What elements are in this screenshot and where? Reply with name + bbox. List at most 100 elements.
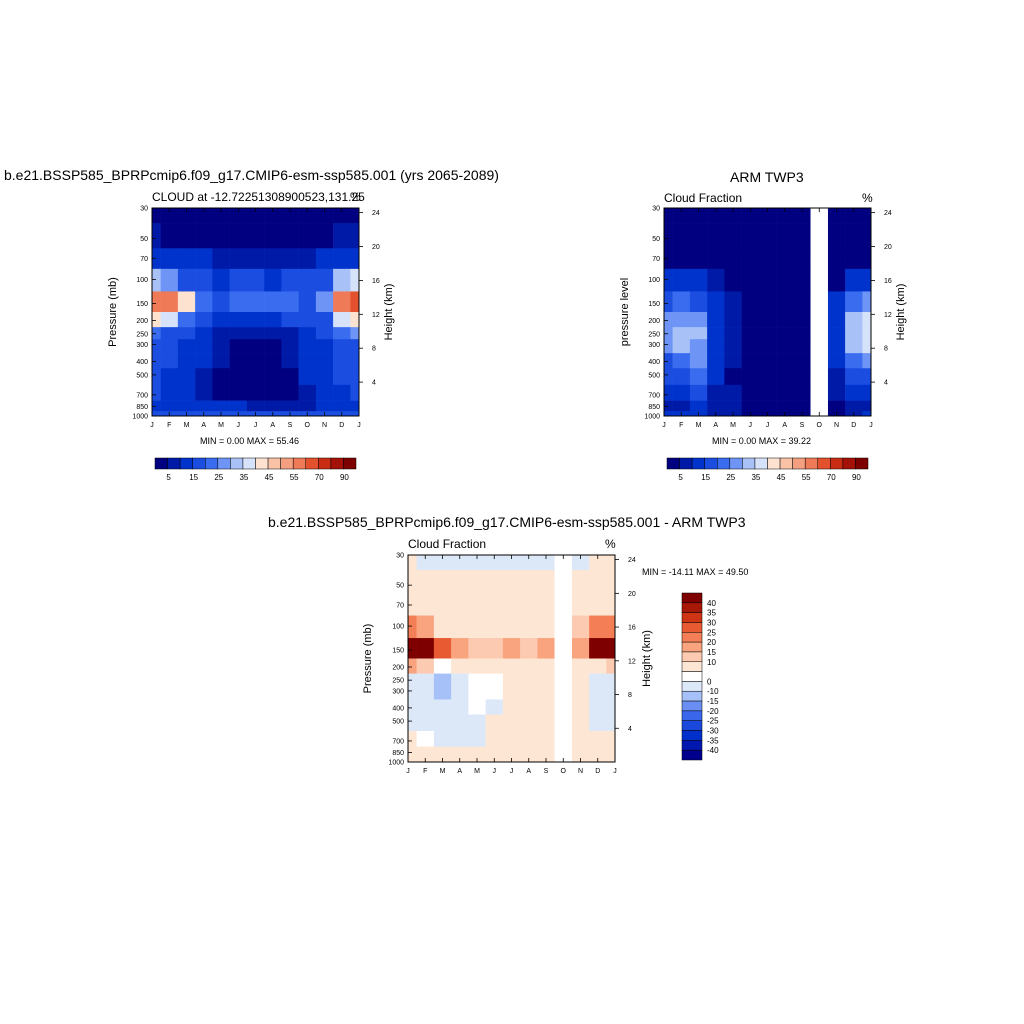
heatmap-cell: [793, 291, 811, 313]
heatmap-cell: [664, 248, 673, 270]
missing-data-band: [554, 555, 572, 762]
x-tick-label: O: [817, 422, 823, 429]
heatmap-cell: [333, 291, 351, 313]
y-tick-label: 250: [392, 678, 404, 685]
heatmap-cell: [281, 248, 299, 270]
heatmap-cell: [758, 291, 777, 313]
heatmap-cell: [776, 400, 794, 412]
heatmap-cell: [520, 699, 538, 715]
heatmap-cell: [212, 268, 230, 292]
colorbar-label: -30: [707, 727, 719, 736]
heatmap-cell: [845, 384, 863, 401]
colorbar-swatch: [691, 457, 705, 470]
heatmap-cell: [350, 291, 360, 313]
heatmap-cell: [520, 746, 538, 758]
heatmap-cell: [468, 555, 486, 571]
heatmap-cell: [724, 339, 742, 354]
heatmap-cell: [177, 384, 196, 401]
colorbar-swatch: [842, 457, 856, 470]
heatmap-cell: [281, 312, 299, 328]
colorbar-swatch: [679, 457, 693, 470]
y-tick-label: 200: [136, 318, 148, 325]
heatmap-cell: [741, 339, 760, 354]
heatmap-cell: [707, 353, 725, 369]
heatmap-cell: [408, 757, 417, 763]
heatmap-cell: [589, 685, 607, 700]
heatmap-cell: [827, 368, 846, 386]
heatmap-cell: [862, 353, 872, 369]
heatmap-cell: [408, 699, 417, 715]
diff-heatmap: [408, 555, 616, 763]
heatmap-cell: [571, 595, 590, 616]
heatmap-cell: [160, 223, 179, 249]
heatmap-cell: [298, 339, 317, 354]
heatmap-cell: [152, 312, 161, 328]
heatmap-cell: [298, 368, 317, 386]
heatmap-cell: [264, 327, 282, 340]
heatmap-cell: [776, 368, 794, 386]
heatmap-cell: [845, 327, 863, 340]
heatmap-cell: [212, 353, 230, 369]
heatmap-cell: [416, 570, 435, 596]
heatmap-cell: [416, 638, 435, 659]
heatmap-cell: [606, 685, 616, 700]
heatmap-cell: [246, 291, 265, 313]
heatmap-cell: [177, 248, 196, 270]
heatmap-cell: [212, 248, 230, 270]
heatmap-cell: [315, 268, 334, 292]
heatmap-cell: [793, 384, 811, 401]
y-tick-label: 30: [140, 206, 148, 213]
heatmap-cell: [229, 327, 248, 340]
colorbar-label: 55: [802, 473, 811, 482]
colorbar-swatch: [681, 602, 703, 613]
y2-axis-label: Height (km): [895, 284, 907, 341]
colorbar-swatch: [681, 651, 703, 663]
colorbar-label: -35: [707, 736, 719, 745]
x-tick-label: N: [322, 422, 327, 429]
heatmap-cell: [689, 339, 708, 354]
heatmap-cell: [468, 673, 486, 686]
heatmap-cell: [152, 268, 161, 292]
heatmap-cell: [758, 400, 777, 412]
heatmap-cell: [606, 757, 616, 763]
y2-tick-label: 16: [372, 278, 380, 285]
heatmap-cell: [333, 268, 351, 292]
heatmap-cell: [408, 714, 417, 732]
heatmap-cell: [502, 714, 521, 732]
heatmap-cell: [177, 368, 196, 386]
heatmap-cell: [672, 291, 691, 313]
heatmap-cell: [315, 208, 334, 224]
y-tick-label: 50: [652, 236, 660, 243]
y2-tick-label: 12: [372, 312, 380, 319]
heatmap-cell: [862, 327, 872, 340]
colorbar-swatch: [817, 457, 831, 470]
y-tick-label: 100: [136, 277, 148, 284]
colorbar-label: 5: [678, 473, 683, 482]
heatmap-cell: [264, 368, 282, 386]
heatmap-cell: [776, 268, 794, 292]
heatmap-cell: [246, 223, 265, 249]
heatmap-cell: [416, 658, 435, 674]
heatmap-cell: [195, 268, 213, 292]
heatmap-cell: [571, 746, 590, 758]
x-tick-label: D: [595, 768, 600, 775]
heatmap-cell: [264, 339, 282, 354]
heatmap-cell: [350, 411, 360, 417]
heatmap-cell: [350, 223, 360, 249]
heatmap-cell: [333, 384, 351, 401]
colorbar-swatch: [681, 720, 703, 731]
heatmap-cell: [177, 353, 196, 369]
x-tick-label: J: [406, 768, 410, 775]
heatmap-cell: [589, 595, 607, 616]
heatmap-cell: [862, 268, 872, 292]
colorbar-swatch: [704, 457, 718, 470]
y2-tick-label: 24: [628, 557, 636, 564]
heatmap-cell: [689, 312, 708, 328]
heatmap-cell: [152, 248, 161, 270]
heatmap-cell: [246, 248, 265, 270]
heatmap-cell: [689, 248, 708, 270]
heatmap-cell: [862, 312, 872, 328]
heatmap-cell: [298, 248, 317, 270]
